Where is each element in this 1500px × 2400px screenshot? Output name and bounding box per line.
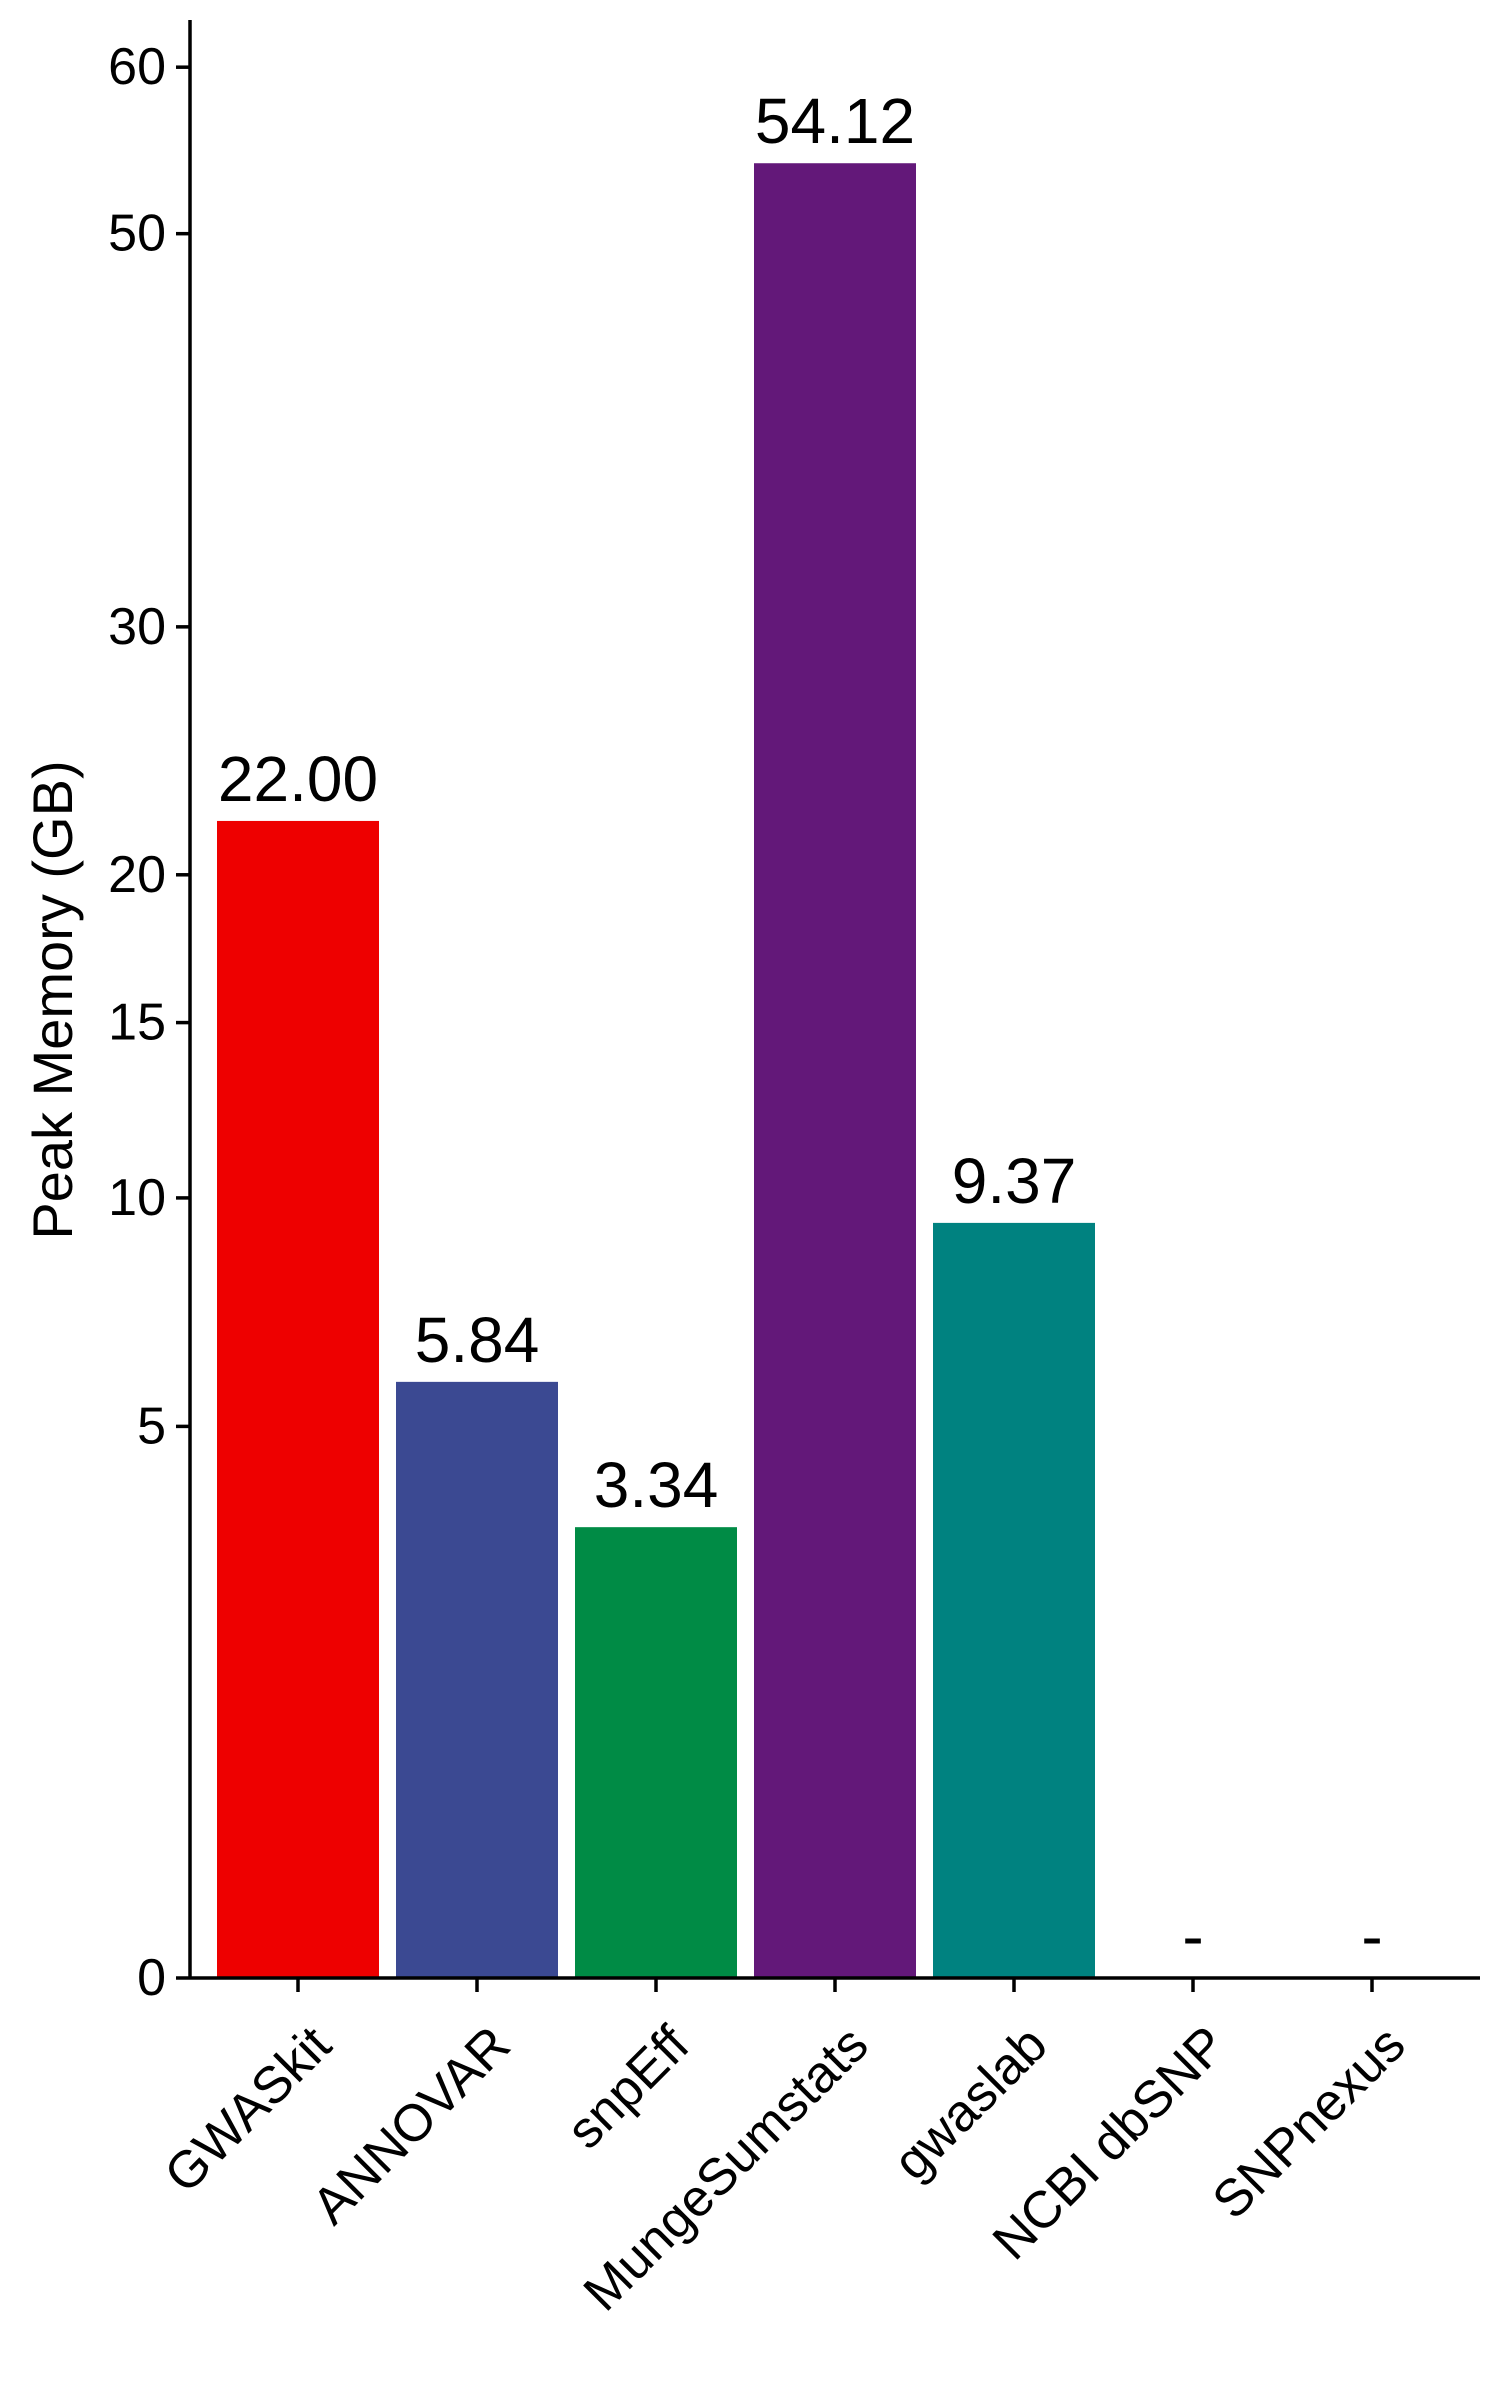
bars [217, 163, 1095, 1978]
bar-mungesumstats [754, 163, 916, 1978]
y-tick-label-10: 10 [108, 1169, 166, 1227]
bar-label-snpeff: 3.34 [594, 1449, 719, 1521]
bar-value-labels: 22.00 5.84 3.34 54.12 9.37 - - [218, 85, 1383, 1972]
bar-label-gwaskit: 22.00 [218, 743, 378, 815]
y-tick-label-5: 5 [137, 1397, 166, 1455]
bar-label-ncbi-dbsnp: - [1182, 1900, 1203, 1972]
y-tick-label-15: 15 [108, 994, 166, 1052]
y-axis-title: Peak Memory (GB) [21, 760, 84, 1239]
y-tick-label-50: 50 [108, 205, 166, 263]
bar-annovar [396, 1381, 558, 1978]
y-tick-label-30: 30 [108, 598, 166, 656]
x-tick-label-gwaskit: GWASkit [154, 2015, 343, 2204]
x-tick-label-snpnexus: SNPnexus [1202, 2015, 1417, 2230]
x-tick-label-snpeff: snpEff [556, 2015, 701, 2160]
y-axis: 0 5 10 15 20 30 50 60 [108, 20, 192, 2007]
bar-label-mungesumstats: 54.12 [755, 85, 915, 157]
bar-gwaslab [933, 1222, 1095, 1978]
x-tick-label-gwaslab: gwaslab [883, 2015, 1059, 2191]
bar-label-gwaslab: 9.37 [952, 1145, 1077, 1217]
bar-snpeff [575, 1527, 737, 1978]
y-tick-label-20: 20 [108, 846, 166, 904]
bar-label-snpnexus: - [1361, 1900, 1382, 1972]
y-tick-label-0: 0 [137, 1949, 166, 2007]
bar-gwaskit [217, 820, 379, 1978]
bar-label-annovar: 5.84 [415, 1304, 540, 1376]
y-tick-label-60: 60 [108, 38, 166, 96]
